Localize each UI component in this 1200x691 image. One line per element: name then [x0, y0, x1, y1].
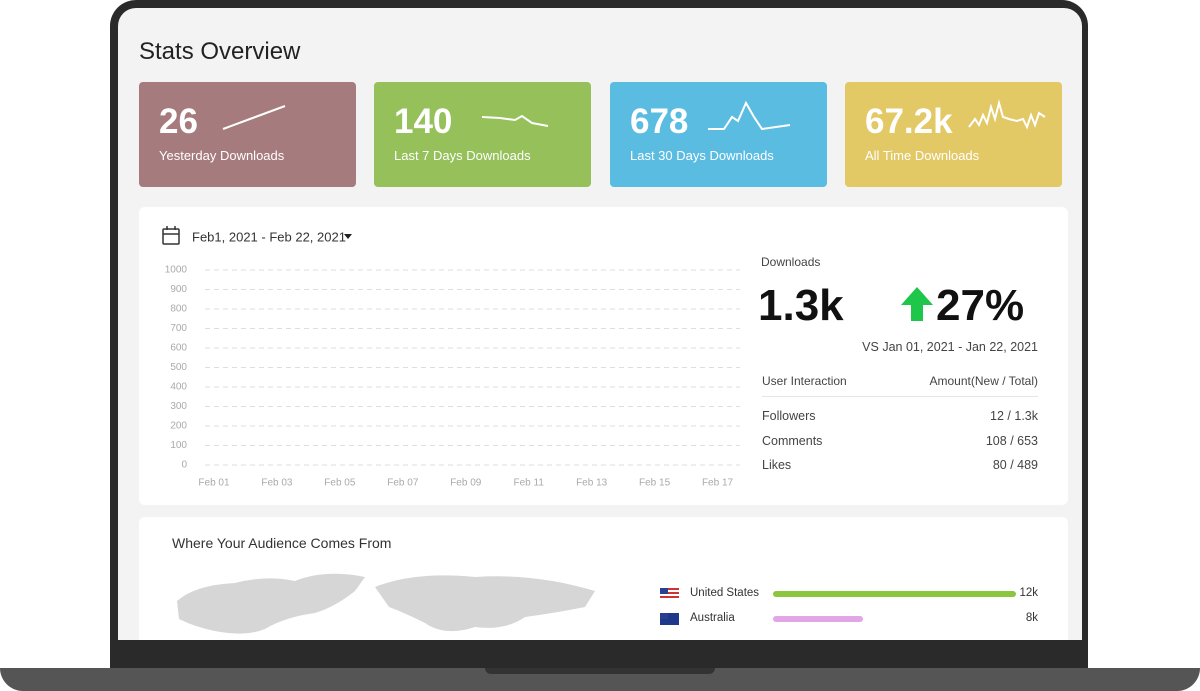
laptop-base [0, 668, 1200, 691]
stat-card[interactable]: 67.2k All Time Downloads [845, 82, 1062, 187]
sparkline [222, 105, 286, 130]
row-label: Followers [762, 409, 816, 423]
y-tick-label: 700 [170, 323, 187, 334]
flag [660, 588, 679, 600]
stat-value: 678 [630, 102, 689, 141]
country-value: 12k [1019, 587, 1038, 599]
x-tick-label: Feb 15 [639, 478, 671, 489]
comparison: VS Jan 01, 2021 - Jan 22, 2021 [862, 340, 1038, 354]
row-label: Comments [762, 433, 823, 448]
stat-value: 67.2k [865, 102, 953, 141]
sparkline [968, 99, 1046, 130]
sparkline [708, 100, 791, 131]
y-tick-label: 100 [170, 440, 187, 451]
flag-canton [660, 588, 668, 594]
calendar-icon [162, 226, 180, 245]
downloads-chart: Feb1, 2021 - Feb 22, 2021 0 100 200 300 400 5… [162, 226, 740, 489]
y-tick-label: 600 [170, 343, 187, 354]
stat-label: All Time Downloads [865, 148, 980, 163]
downloads-change: 27% [936, 281, 1025, 330]
stat-value: 140 [394, 102, 453, 141]
y-tick-label: 0 [181, 460, 187, 471]
stat-card[interactable]: 678 Last 30 Days Downloads [610, 82, 827, 187]
screen: Stats Overview 26 Yesterday Downloads 14… [118, 8, 1082, 640]
y-tick-label: 500 [170, 362, 187, 373]
date-range[interactable]: Feb1, 2021 - Feb 22, 2021 [192, 229, 346, 244]
y-tick-label: 400 [170, 382, 187, 393]
x-tick-label: Feb 13 [576, 478, 608, 489]
country-bar [773, 591, 1016, 597]
row-amount: 12 / 1.3k [990, 409, 1038, 423]
dropdown-arrow[interactable] [344, 234, 352, 239]
stat-label: Last 7 Days Downloads [394, 148, 531, 163]
downloads-panel: Feb1, 2021 - Feb 22, 2021 0 100 200 300 400 5… [139, 207, 1068, 505]
stat-label: Yesterday Downloads [159, 148, 285, 163]
flag [660, 612, 679, 625]
world-map [177, 573, 595, 634]
up-arrow [901, 287, 933, 321]
x-tick-label: Feb 07 [387, 478, 419, 489]
audience-panel: Where Your Audience Comes From United St… [139, 517, 1068, 640]
row-label: Likes [762, 458, 792, 472]
stat-value: 26 [159, 102, 198, 141]
table-header: Amount(New / Total) [929, 374, 1039, 388]
sparkline [481, 114, 549, 127]
x-tick-label: Feb 03 [261, 478, 293, 489]
audience-title: Where Your Audience Comes From [172, 535, 392, 551]
country: United States [690, 587, 760, 599]
stat-card[interactable]: 140 Last 7 Days Downloads [374, 82, 591, 187]
stat-label: Last 30 Days Downloads [630, 148, 774, 163]
y-tick-label: 300 [170, 401, 187, 412]
country: Australia [690, 611, 735, 624]
y-tick-label: 1000 [165, 265, 188, 276]
y-tick-label: 200 [170, 421, 187, 432]
divider [762, 396, 1038, 397]
x-tick-label: Feb 11 [514, 478, 545, 489]
downloads-label: Downloads [761, 255, 821, 269]
y-tick-label: 900 [170, 284, 187, 295]
laptop-notch [485, 668, 715, 674]
country-value: 8k [1025, 611, 1038, 624]
page-title: Stats Overview [139, 38, 301, 65]
x-tick-label: Feb 05 [324, 478, 356, 489]
stat-card[interactable]: 26 Yesterday Downloads [139, 82, 356, 187]
x-tick-label: Feb 17 [702, 478, 734, 489]
x-tick-label: Feb 01 [198, 478, 230, 489]
y-tick-label: 800 [170, 304, 187, 315]
country-bar [773, 615, 863, 622]
downloads-value: 1.3k [758, 281, 844, 330]
table-header: User Interaction [762, 374, 847, 388]
row-amount: 108 / 653 [985, 433, 1038, 448]
x-tick-label: Feb 09 [450, 478, 482, 489]
row-amount: 80 / 489 [992, 458, 1038, 472]
flag-canton [660, 612, 668, 619]
